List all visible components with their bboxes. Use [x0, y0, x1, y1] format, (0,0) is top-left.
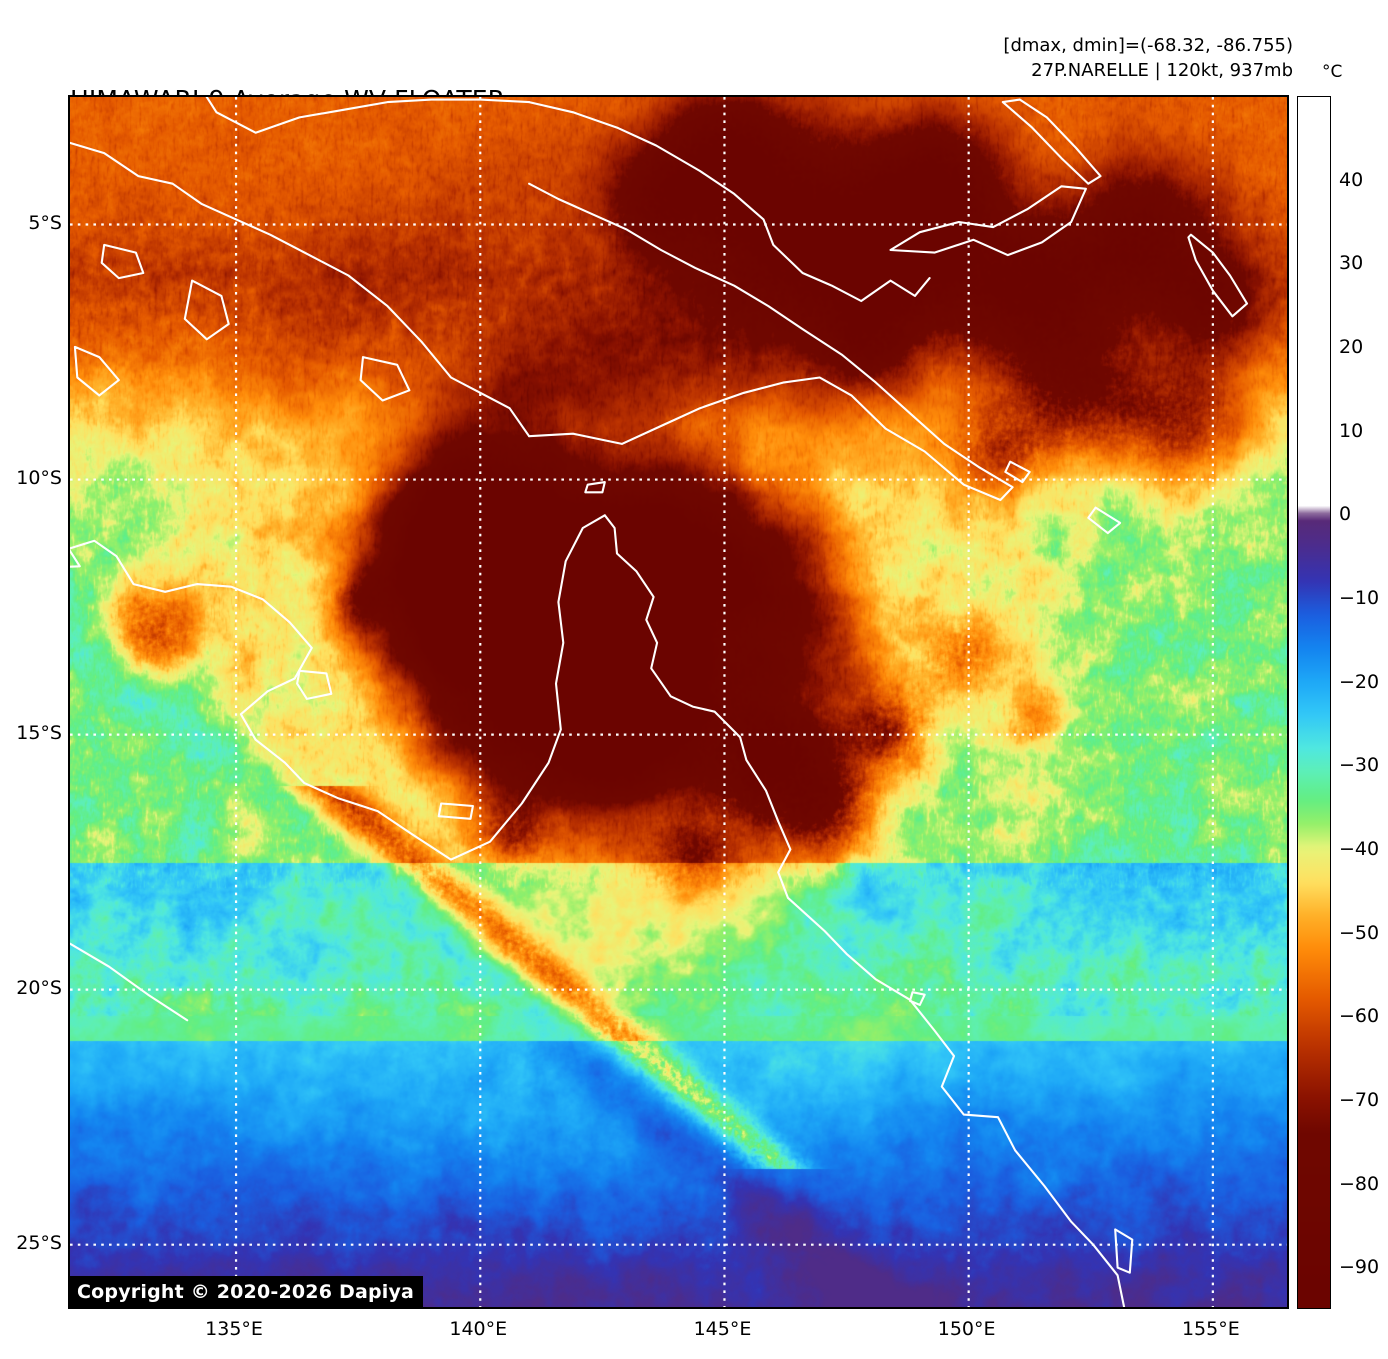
colorbar-tick-label: −70	[1339, 1088, 1380, 1111]
coastline-fraser-island	[1114, 1228, 1134, 1274]
x-axis-tick-label: 155°E	[1181, 1318, 1240, 1340]
colorbar[interactable]	[1297, 96, 1331, 1309]
coastline-west-papua-north	[205, 97, 531, 134]
coastline-torres-strait	[584, 481, 606, 494]
colorbar-tick-label: 0	[1339, 503, 1352, 526]
coastline-png-north	[528, 101, 931, 303]
x-axis-tick-label: 150°E	[937, 1318, 996, 1340]
coastline-bougainville	[1187, 233, 1249, 318]
y-axis-tick-label: 10°S	[16, 466, 62, 489]
colorbar-tick-label: −50	[1339, 921, 1380, 944]
metadata-block: [dmax, dmin]=(-68.32, -86.755) 27P.NAREL…	[1003, 33, 1293, 83]
coastline-gulf-carpentaria-arnhem	[70, 514, 606, 861]
coastline-dolak	[359, 356, 411, 402]
y-axis-tick-label: 5°S	[28, 211, 62, 234]
coastline-whitsundays	[908, 991, 926, 1006]
coastline-inland-marker	[70, 942, 189, 1022]
coastline-queensland-east	[603, 514, 1126, 1307]
y-axis-tick-label: 15°S	[16, 721, 62, 744]
y-axis-tick-label: 20°S	[16, 976, 62, 999]
y-axis-tick-label: 25°S	[16, 1231, 62, 1254]
satellite-imagery-canvas	[70, 97, 1287, 1307]
coastline-mornington	[437, 802, 474, 820]
colorbar-tick-label: −20	[1339, 670, 1380, 693]
coastline-kai	[100, 243, 145, 280]
storm-intensity-readout: 27P.NARELLE | 120kt, 937mb	[1031, 60, 1293, 81]
coastline-aru	[183, 279, 230, 341]
coastline-groote-eylandt	[296, 669, 333, 700]
copyright-watermark: Copyright © 2020-2026 Dapiya	[68, 1276, 424, 1309]
colorbar-tick-label: 30	[1339, 252, 1364, 275]
satellite-image-plot[interactable]	[68, 95, 1289, 1309]
colorbar-tick-label: −40	[1339, 837, 1380, 860]
colorbar-tick-label: 10	[1339, 419, 1364, 442]
colorbar-unit-label: °C	[1322, 62, 1343, 82]
coastline-melville	[70, 549, 81, 568]
colorbar-tick-label: 40	[1339, 168, 1364, 191]
coastline-west-papua-south	[70, 141, 531, 438]
x-axis-tick-label: 140°E	[449, 1318, 508, 1340]
colorbar-tick-label: −80	[1339, 1172, 1380, 1195]
colorbar-tick-label: −30	[1339, 754, 1380, 777]
colorbar-tick-label: −60	[1339, 1005, 1380, 1028]
coastline-new-ireland	[1001, 98, 1102, 185]
coastline-dentrecasteaux	[1004, 460, 1031, 484]
colorbar-gradient	[1298, 97, 1330, 1308]
map-overlay	[70, 97, 1287, 1307]
colorbar-tick-label: −90	[1339, 1256, 1380, 1279]
coastline-png-south	[528, 182, 1014, 502]
coastline-louisiade	[1087, 506, 1122, 535]
dmax-dmin-readout: [dmax, dmin]=(-68.32, -86.755)	[1003, 35, 1293, 56]
colorbar-tick-label: −10	[1339, 586, 1380, 609]
colorbar-tick-label: 20	[1339, 335, 1364, 358]
coastline-new-britain	[889, 185, 1087, 257]
x-axis-tick-label: 135°E	[205, 1318, 263, 1340]
x-axis-tick-label: 145°E	[693, 1318, 752, 1340]
coastline-tanimbar	[73, 345, 120, 397]
